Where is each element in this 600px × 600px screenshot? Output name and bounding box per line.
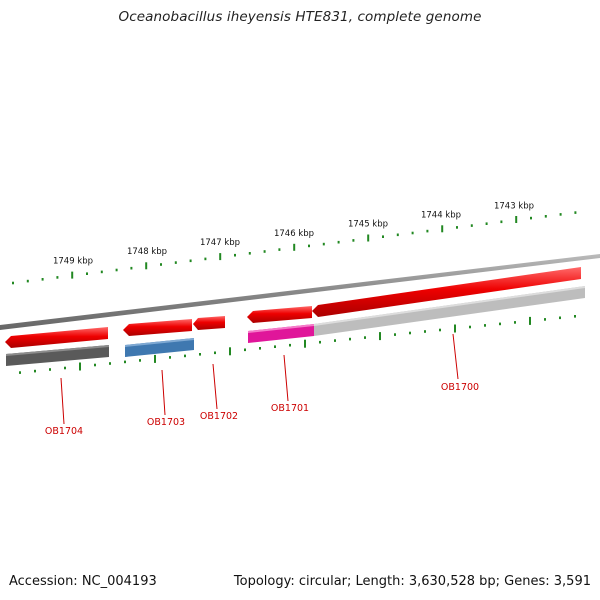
leader-OB1704 [60, 377, 65, 425]
track-OB1703-highlight [125, 338, 194, 347]
scale-tick-label: 1744 kbp [421, 210, 461, 220]
leader-OB1702 [212, 363, 218, 410]
gene-OB1702-arrow[interactable] [193, 316, 225, 330]
genome-summary-text: Topology: circular; Length: 3,630,528 bp… [233, 574, 591, 589]
gene-label-OB1700[interactable]: OB1700 [441, 382, 479, 393]
scale-tick-label: 1747 kbp [200, 238, 240, 248]
scale-tick-label: 1743 kbp [494, 201, 534, 211]
track-OB1703 [125, 338, 194, 357]
genome-title: Oceanobacillus iheyensis HTE831, complet… [118, 9, 482, 25]
gene-OB1701-arrow[interactable] [247, 306, 312, 323]
gene-OB1700-arrow[interactable] [312, 267, 581, 317]
scale-tick-label: 1748 kbp [127, 247, 167, 257]
gene-label-OB1703[interactable]: OB1703 [147, 417, 185, 428]
accession-text: Accession: NC_004193 [9, 574, 157, 589]
gene-OB1703-arrow[interactable] [123, 319, 192, 336]
track-OB1700-highlight [314, 286, 585, 326]
lower-scale [19, 315, 576, 374]
gene-label-OB1702[interactable]: OB1702 [200, 411, 238, 422]
track-OB1704 [6, 345, 109, 366]
scale-tick-label: 1749 kbp [53, 257, 93, 267]
scale-tick-label: 1746 kbp [274, 229, 314, 239]
leader-OB1703 [161, 369, 166, 416]
gene-OB1704-arrow[interactable] [5, 327, 108, 348]
gene-label-OB1701[interactable]: OB1701 [271, 403, 309, 414]
scale-tick-label: 1745 kbp [348, 220, 388, 230]
genome-backbone [0, 254, 600, 330]
track-OB1701 [248, 324, 314, 343]
leader-OB1701 [283, 354, 289, 402]
track-OB1704-highlight [6, 345, 109, 356]
gene-label-OB1704[interactable]: OB1704 [45, 426, 83, 437]
track-OB1701-highlight [248, 324, 314, 333]
track-OB1700 [314, 286, 585, 336]
upper-scale: 1749 kbp 1748 kbp 1747 kbp 1746 kbp 1745 kbp… [12, 201, 577, 285]
leader-OB1700 [452, 333, 459, 380]
